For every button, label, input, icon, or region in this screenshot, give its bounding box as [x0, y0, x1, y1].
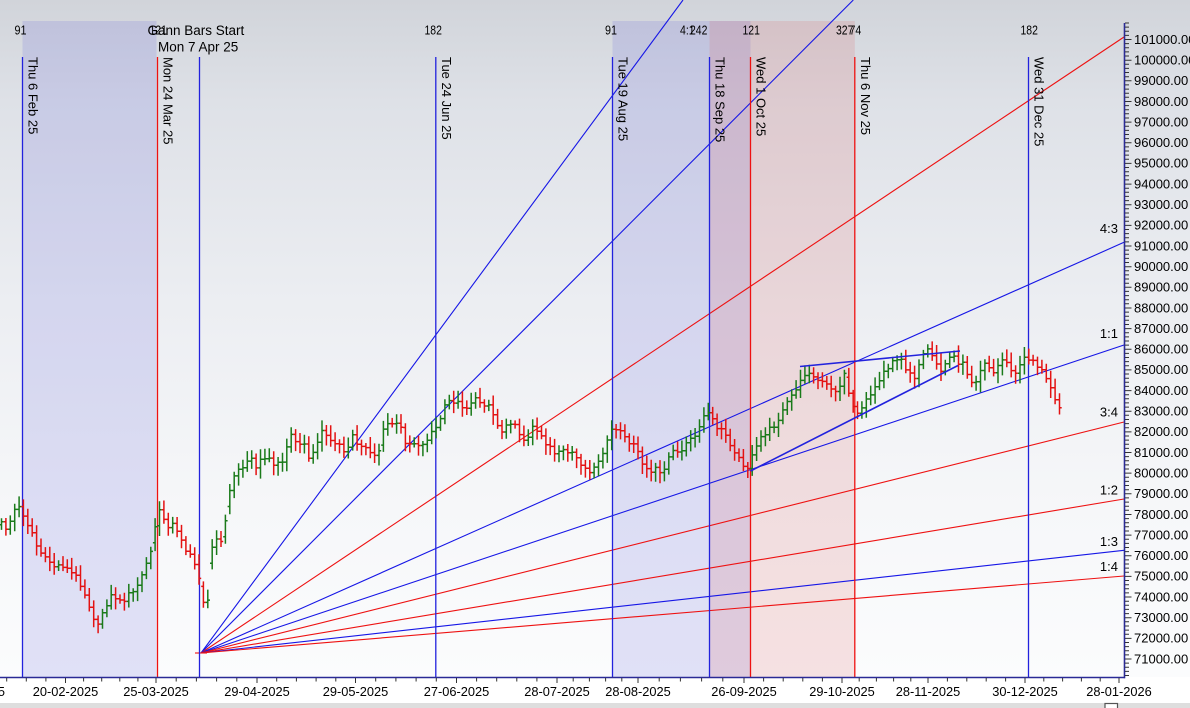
svg-text:95000.00: 95000.00 — [1134, 156, 1188, 171]
svg-text:77000.00: 77000.00 — [1134, 527, 1188, 542]
svg-text:79000.00: 79000.00 — [1134, 486, 1188, 501]
svg-text:Mon 24 Mar 25: Mon 24 Mar 25 — [161, 57, 176, 144]
svg-text:26-09-2025: 26-09-2025 — [711, 684, 776, 699]
svg-text:327: 327 — [836, 23, 853, 38]
svg-text:3:4: 3:4 — [1100, 405, 1118, 420]
svg-text:182: 182 — [425, 23, 442, 38]
svg-text:75000.00: 75000.00 — [1134, 569, 1188, 584]
svg-text:182: 182 — [1021, 23, 1038, 38]
svg-text:92000.00: 92000.00 — [1134, 218, 1188, 233]
svg-text:81000.00: 81000.00 — [1134, 445, 1188, 460]
svg-text:71000.00: 71000.00 — [1134, 651, 1188, 666]
svg-text:Thu 6 Nov 25: Thu 6 Nov 25 — [858, 57, 873, 135]
svg-text:93000.00: 93000.00 — [1134, 197, 1188, 212]
svg-text:5: 5 — [0, 685, 5, 699]
svg-text:74: 74 — [850, 23, 862, 38]
svg-text:4:3: 4:3 — [1100, 221, 1118, 236]
svg-text:4:1: 4:1 — [680, 23, 695, 38]
svg-text:74000.00: 74000.00 — [1134, 589, 1188, 604]
svg-text:Tue 19 Aug 25: Tue 19 Aug 25 — [616, 57, 631, 141]
svg-text:28-11-2025: 28-11-2025 — [896, 684, 961, 699]
svg-text:121: 121 — [150, 23, 167, 38]
svg-text:1:4: 1:4 — [1100, 559, 1118, 574]
svg-text:89000.00: 89000.00 — [1134, 280, 1188, 295]
svg-text:Thu 18 Sep 25: Thu 18 Sep 25 — [713, 57, 728, 142]
svg-text:83000.00: 83000.00 — [1134, 404, 1188, 419]
svg-text:78000.00: 78000.00 — [1134, 507, 1188, 522]
svg-text:91: 91 — [605, 23, 617, 38]
svg-text:25-03-2025: 25-03-2025 — [123, 684, 188, 699]
svg-text:85000.00: 85000.00 — [1134, 362, 1188, 377]
svg-text:Tue 24 Jun 25: Tue 24 Jun 25 — [439, 57, 454, 140]
svg-text:29-05-2025: 29-05-2025 — [323, 684, 388, 699]
svg-text:90000.00: 90000.00 — [1134, 259, 1188, 274]
svg-text:76000.00: 76000.00 — [1134, 548, 1188, 563]
svg-text:29-10-2025: 29-10-2025 — [809, 684, 874, 699]
svg-text:72000.00: 72000.00 — [1134, 631, 1188, 646]
svg-text:94000.00: 94000.00 — [1134, 176, 1188, 191]
svg-text:29-04-2025: 29-04-2025 — [224, 684, 289, 699]
svg-text:Mon 7 Apr 25: Mon 7 Apr 25 — [158, 40, 238, 55]
svg-text:27-06-2025: 27-06-2025 — [424, 684, 489, 699]
svg-text:1:2: 1:2 — [1100, 483, 1118, 498]
svg-text:Thu 6 Feb 25: Thu 6 Feb 25 — [26, 57, 41, 134]
svg-text:80000.00: 80000.00 — [1134, 465, 1188, 480]
svg-text:20-02-2025: 20-02-2025 — [33, 684, 98, 699]
svg-text:28-08-2025: 28-08-2025 — [605, 684, 670, 699]
svg-text:87000.00: 87000.00 — [1134, 321, 1188, 336]
svg-text:98000.00: 98000.00 — [1134, 94, 1188, 109]
svg-text:242: 242 — [690, 23, 707, 38]
svg-text:97000.00: 97000.00 — [1134, 114, 1188, 129]
svg-text:1:1: 1:1 — [1100, 326, 1118, 341]
svg-text:100000.00: 100000.00 — [1134, 53, 1190, 68]
svg-text:Gann Bars Start: Gann Bars Start — [148, 23, 245, 38]
svg-text:91: 91 — [15, 23, 27, 38]
svg-text:88000.00: 88000.00 — [1134, 300, 1188, 315]
svg-text:Wed 1 Oct 25: Wed 1 Oct 25 — [754, 57, 769, 136]
svg-text:28-01-2026: 28-01-2026 — [1086, 684, 1151, 699]
svg-text:1:3: 1:3 — [1100, 534, 1118, 549]
svg-text:96000.00: 96000.00 — [1134, 135, 1188, 150]
svg-text:73000.00: 73000.00 — [1134, 610, 1188, 625]
svg-text:82000.00: 82000.00 — [1134, 424, 1188, 439]
svg-text:86000.00: 86000.00 — [1134, 342, 1188, 357]
svg-text:28-07-2025: 28-07-2025 — [524, 684, 589, 699]
svg-text:30-12-2025: 30-12-2025 — [992, 684, 1057, 699]
svg-text:99000.00: 99000.00 — [1134, 73, 1188, 88]
svg-text:84000.00: 84000.00 — [1134, 383, 1188, 398]
svg-text:101000.00: 101000.00 — [1134, 32, 1190, 47]
svg-text:91000.00: 91000.00 — [1134, 238, 1188, 253]
svg-text:Wed 31 Dec 25: Wed 31 Dec 25 — [1032, 57, 1047, 146]
svg-text:121: 121 — [743, 23, 760, 38]
